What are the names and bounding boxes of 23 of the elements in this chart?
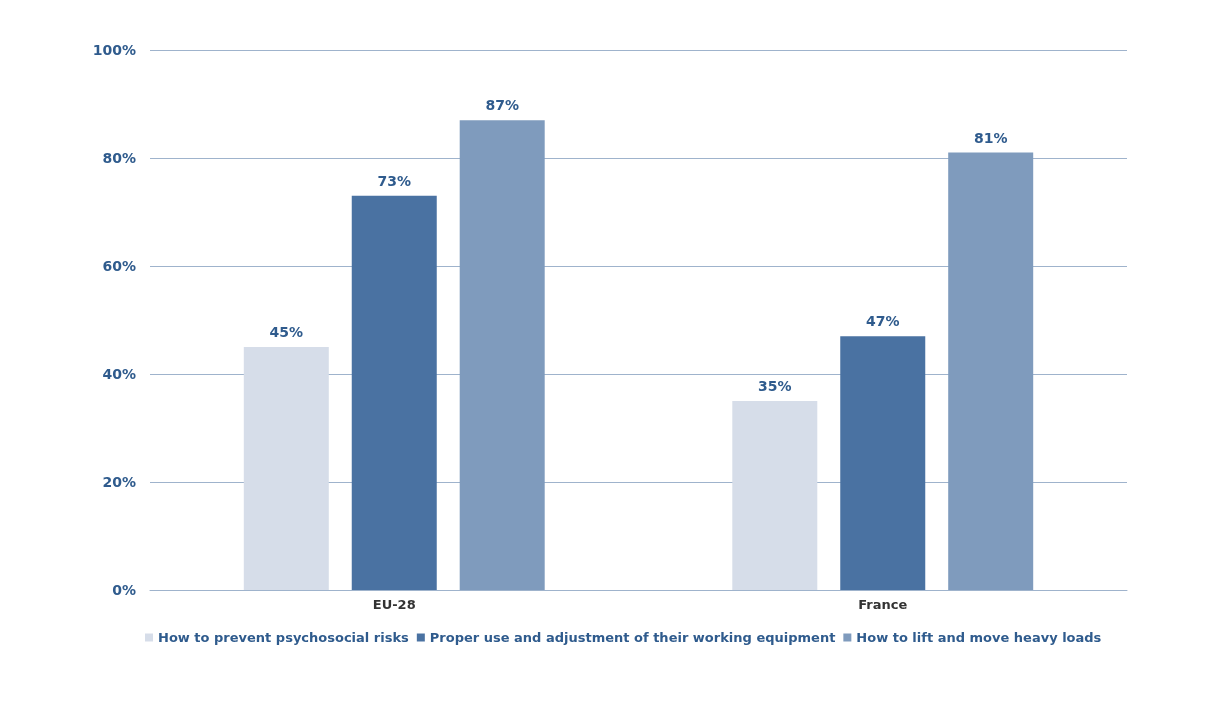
data-label: 81%: [973, 129, 1008, 146]
x-tick-label: EU-28: [372, 597, 416, 612]
x-tick-label: France: [858, 597, 908, 612]
data-label: 45%: [269, 324, 304, 340]
legend-label: How to prevent psychosocial risks: [158, 630, 410, 645]
data-label: 47%: [865, 313, 900, 330]
legend-label: How to lift and move heavy loads: [856, 630, 1102, 645]
y-tick-label: 80%: [102, 150, 136, 166]
bar: [732, 401, 818, 590]
y-tick-label: 60%: [102, 258, 136, 274]
bar: [351, 195, 437, 590]
bar: [840, 336, 926, 590]
y-tick-label: 40%: [102, 366, 136, 382]
data-label: 73%: [377, 172, 412, 189]
y-tick-label: 100%: [92, 42, 136, 58]
bar: [243, 347, 329, 590]
data-label: 87%: [485, 97, 519, 114]
bar: [948, 152, 1034, 590]
bar: [459, 120, 545, 590]
data-label: 35%: [758, 378, 792, 394]
legend-label: Proper use and adjustment of their working equipment: [429, 630, 836, 645]
y-tick-label: 0%: [112, 582, 136, 598]
y-tick-label: 20%: [102, 474, 136, 490]
